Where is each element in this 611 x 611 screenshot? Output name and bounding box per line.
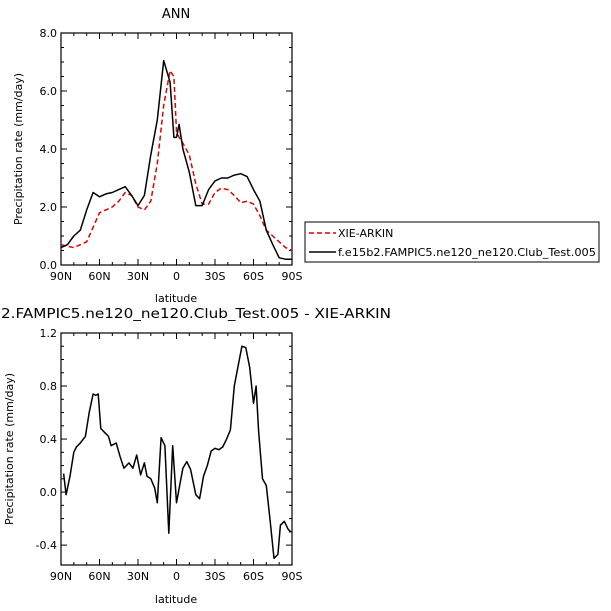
top-series-group	[60, 59, 293, 260]
bottom-ytick-label: 0.0	[40, 486, 58, 499]
top-ytick-label: 0.0	[40, 259, 58, 272]
bottom-ytick-label: 0.4	[40, 433, 58, 446]
top-y-axis-label: Precipitation rate (mm/day)	[12, 73, 25, 225]
top-xtick-label: 30N	[127, 270, 149, 283]
top-xtick-label: 90S	[282, 270, 303, 283]
bottom-y-axis-label: Precipitation rate (mm/day)	[3, 373, 16, 525]
top-x-axis-label: latitude	[155, 292, 197, 305]
bottom-xtick-label: 60N	[88, 570, 110, 583]
bottom-ytick-label: 0.8	[40, 380, 58, 393]
bottom-chart-title: 2.FAMPIC5.ne120_ne120.Club_Test.005 - XI…	[1, 307, 391, 322]
bottom-ytick-label: 1.2	[40, 327, 58, 340]
top-panel: ANN 0.02.04.06.08.0 90N 60N 30N 0 30S 60S 90S …	[12, 7, 600, 305]
top-y-axis: 0.0 2.0 4.0 6.0 8.0	[40, 27, 292, 272]
top-series-model-line	[60, 59, 292, 260]
top-chart-title: ANN	[162, 7, 190, 22]
top-x-axis: 90N 60N 30N 0 30S 60S 90S	[50, 33, 303, 283]
bottom-plot-frame	[60, 332, 293, 566]
bottom-panel: 2.FAMPIC5.ne120_ne120.Club_Test.005 - XI…	[1, 307, 391, 606]
legend-label-model: f.e15b2.FAMPIC5.ne120_ne120.Club_Test.00…	[338, 246, 596, 259]
bottom-xtick-label: 90N	[50, 570, 72, 583]
top-series-obs-line	[60, 69, 293, 252]
top-ytick-label: 2.0	[40, 201, 58, 214]
bottom-xtick-label: 30S	[205, 570, 226, 583]
bottom-xtick-label: 60S	[243, 570, 264, 583]
legend: XIE-ARKIN f.e15b2.FAMPIC5.ne120_ne120.Cl…	[304, 221, 600, 263]
bottom-x-axis-label: latitude	[155, 593, 197, 606]
top-xtick-label: 90N	[50, 270, 72, 283]
legend-label-obs: XIE-ARKIN	[338, 227, 393, 240]
bottom-series-model-line	[62, 345, 292, 560]
bottom-ytick-label: -0.4	[36, 539, 57, 552]
bottom-x-axis: 90N 60N 30N 0 30S 60S 90S	[50, 333, 303, 583]
top-xtick-label: 30S	[205, 270, 226, 283]
top-xtick-label: 60N	[88, 270, 110, 283]
top-ytick-label: 8.0	[40, 27, 58, 40]
bottom-series-group	[62, 345, 292, 560]
bottom-xtick-label: 0	[173, 570, 180, 583]
top-xtick-label: 0	[173, 270, 180, 283]
top-plot-frame	[60, 32, 293, 266]
top-xtick-label: 60S	[243, 270, 264, 283]
legend-box	[304, 221, 600, 263]
bottom-xtick-label: 90S	[282, 570, 303, 583]
top-ytick-label: 6.0	[40, 85, 58, 98]
top-ytick-label: 4.0	[40, 143, 58, 156]
bottom-y-axis: -0.4 0.0 0.4 0.8 1.2	[36, 327, 292, 552]
bottom-xtick-label: 30N	[127, 570, 149, 583]
